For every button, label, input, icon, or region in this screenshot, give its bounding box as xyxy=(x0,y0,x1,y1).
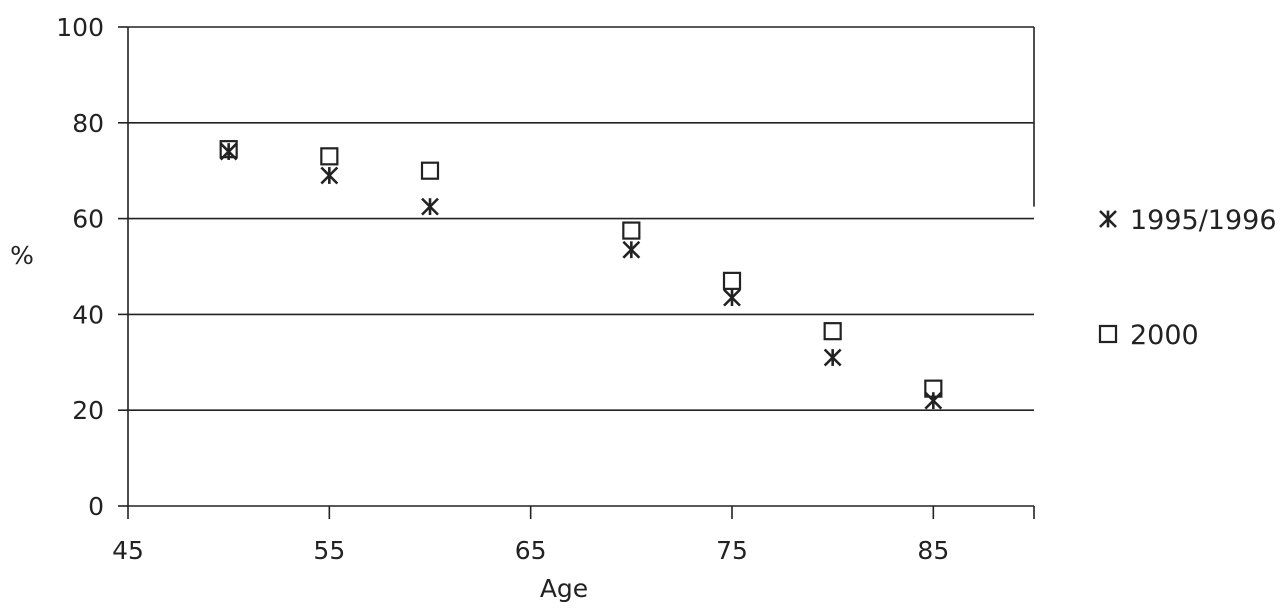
point-1995-1996-75 xyxy=(723,288,741,307)
y-tick-label-100: 100 xyxy=(56,13,104,42)
point-2000-55 xyxy=(320,147,339,166)
point-1995-1996-85 xyxy=(924,391,943,410)
tick-labels: 0 20 40 60 80 100 45 55 65 75 85 xyxy=(56,13,949,565)
y-tick-label-0: 0 xyxy=(88,492,104,521)
point-2000-85 xyxy=(924,379,943,398)
point-2000-50 xyxy=(219,140,238,159)
y-tick-label-60: 60 xyxy=(72,205,104,234)
gridlines xyxy=(128,26,1034,412)
point-1995-1996-55 xyxy=(320,166,339,185)
x-tick-label-75: 75 xyxy=(716,536,748,565)
point-1995-1996-80 xyxy=(823,348,842,367)
x-tick-label-45: 45 xyxy=(112,536,144,565)
data-points xyxy=(219,140,943,410)
x-tick-label-65: 65 xyxy=(515,536,547,565)
point-2000-75 xyxy=(722,271,742,290)
point-2000-60 xyxy=(420,161,440,180)
x-axis-title: Age xyxy=(540,574,588,603)
y-tick-label-20: 20 xyxy=(72,396,104,425)
legend-label-2000: 2000 xyxy=(1130,320,1199,351)
point-2000-80 xyxy=(823,322,842,341)
point-2000-70 xyxy=(622,221,641,240)
legend: 1995/1996 2000 xyxy=(1098,205,1277,351)
legend-marker-2000 xyxy=(1098,324,1118,344)
legend-marker-1995-1996 xyxy=(1099,210,1117,228)
x-tick-label-85: 85 xyxy=(917,536,949,565)
x-tick-label-55: 55 xyxy=(313,536,345,565)
y-tick-label-40: 40 xyxy=(72,300,104,329)
y-tick-label-80: 80 xyxy=(72,109,104,138)
axes xyxy=(118,26,1035,519)
point-1995-1996-60 xyxy=(421,197,439,216)
point-1995-1996-70 xyxy=(622,240,641,259)
legend-label-1995-1996: 1995/1996 xyxy=(1130,205,1277,236)
y-axis-title: % xyxy=(10,241,34,270)
